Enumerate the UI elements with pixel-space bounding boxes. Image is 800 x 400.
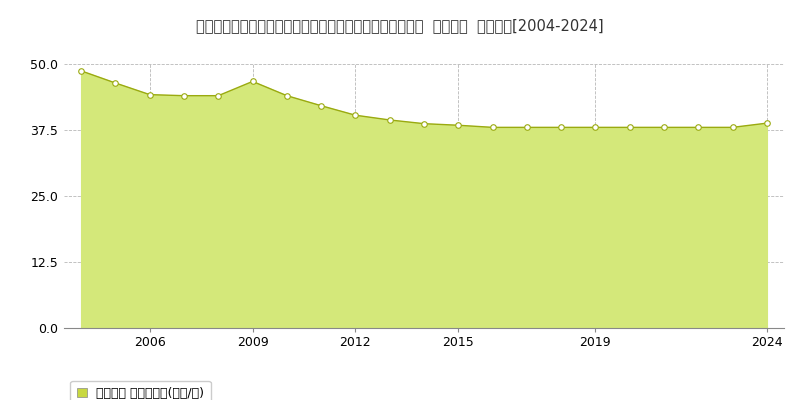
Text: 埼玉県さいたま市見氼区大字東新井字海老氼中７４３番２  地価公示  地価推移[2004-2024]: 埼玉県さいたま市見氼区大字東新井字海老氼中７４３番２ 地価公示 地価推移[200… — [196, 18, 604, 33]
Legend: 地価公示 平均嵪単価(万円/嵪): 地価公示 平均嵪単価(万円/嵪) — [70, 381, 210, 400]
